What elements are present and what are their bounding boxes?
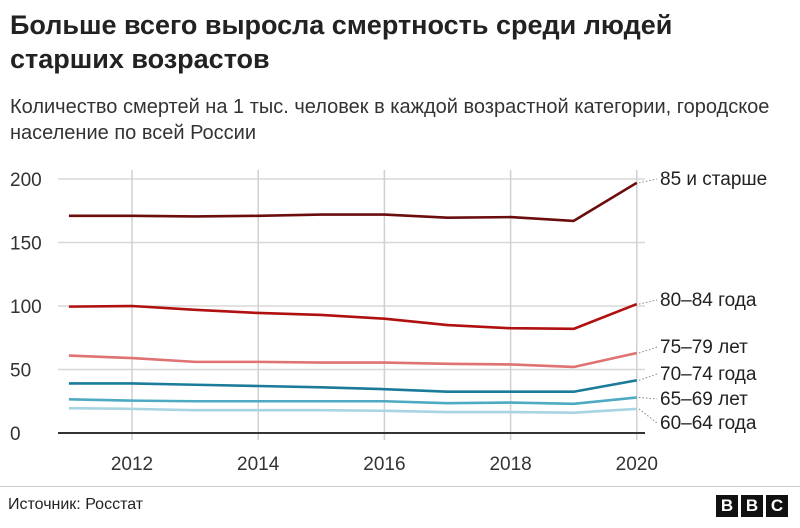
y-tick-label: 100 (10, 297, 42, 318)
series-label: 60–64 года (660, 413, 757, 434)
series-line (68, 351, 638, 369)
y-tick-label: 50 (10, 361, 31, 382)
chart-subtitle: Количество смертей на 1 тыс. человек в к… (10, 96, 770, 144)
y-tick-label: 150 (10, 234, 42, 255)
series-label: 75–79 лет (660, 337, 748, 358)
series-label: 70–74 года (660, 364, 757, 385)
label-leader-line (638, 178, 658, 184)
footer-divider (0, 486, 800, 487)
label-leader-line (638, 299, 658, 305)
x-tick-label: 2012 (111, 454, 153, 475)
x-tick-label: 2018 (489, 454, 531, 475)
x-tick-label: 2014 (237, 454, 280, 475)
label-leader-line (638, 346, 658, 354)
chart-title: Больше всего выросла смертность среди лю… (10, 10, 673, 74)
source-note: Источник: Росстат (8, 496, 144, 513)
x-tick-label: 2016 (363, 454, 405, 475)
series-line (68, 406, 637, 414)
series-label: 65–69 лет (660, 389, 748, 410)
logo-letter: B (716, 495, 738, 517)
label-leader-line (638, 408, 658, 424)
y-tick-label: 0 (10, 424, 21, 445)
series-label: 85 и старше (660, 169, 767, 190)
series-line (68, 181, 638, 223)
series-line (68, 396, 637, 406)
logo-letter: C (766, 495, 788, 517)
label-leader-line (638, 396, 658, 400)
series-line (68, 302, 638, 331)
x-tick-label: 2020 (616, 454, 658, 475)
bbc-logo: B B C (716, 495, 788, 517)
logo-letter: B (741, 495, 763, 517)
label-leader-line (638, 373, 658, 381)
series-label: 80–84 года (660, 290, 757, 311)
series-line (68, 379, 638, 394)
y-tick-label: 200 (10, 170, 42, 191)
